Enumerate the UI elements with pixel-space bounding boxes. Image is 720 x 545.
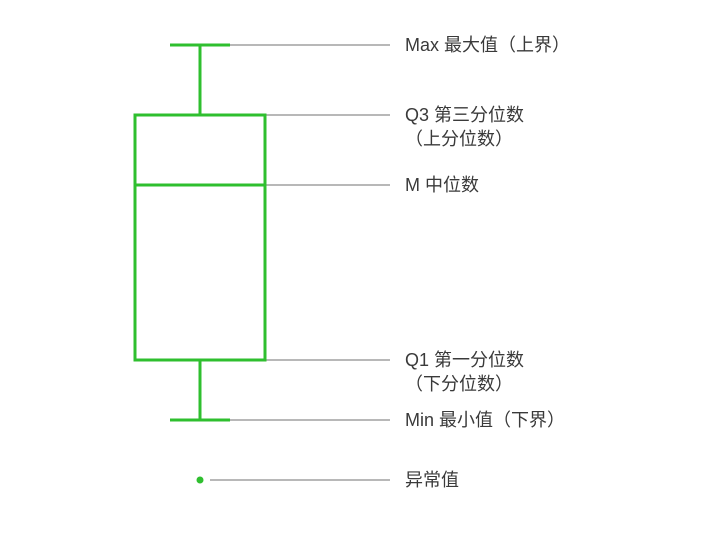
label-max-line1: Max 最大值（上界）: [405, 35, 570, 55]
label-q1-line1: Q1 第一分位数: [405, 350, 524, 370]
label-median-line1: M 中位数: [405, 175, 479, 195]
boxplot-svg: [0, 0, 720, 540]
label-q1: Q1 第一分位数 （下分位数）: [405, 348, 524, 396]
label-q3-line1: Q3 第三分位数: [405, 105, 524, 125]
label-outlier-line1: 异常值: [405, 470, 459, 490]
label-median: M 中位数: [405, 173, 479, 197]
iqr-box: [135, 115, 265, 360]
label-q1-line2: （下分位数）: [405, 374, 513, 394]
boxplot-annotated-diagram: Max 最大值（上界） Q3 第三分位数 （上分位数） M 中位数 Q1 第一分位…: [0, 0, 720, 540]
label-max: Max 最大值（上界）: [405, 33, 570, 57]
label-q3-line2: （上分位数）: [405, 129, 513, 149]
label-min: Min 最小值（下界）: [405, 408, 565, 432]
label-outlier: 异常值: [405, 468, 459, 492]
label-q3: Q3 第三分位数 （上分位数）: [405, 103, 524, 151]
label-min-line1: Min 最小值（下界）: [405, 410, 565, 430]
outlier-point: [197, 477, 204, 484]
